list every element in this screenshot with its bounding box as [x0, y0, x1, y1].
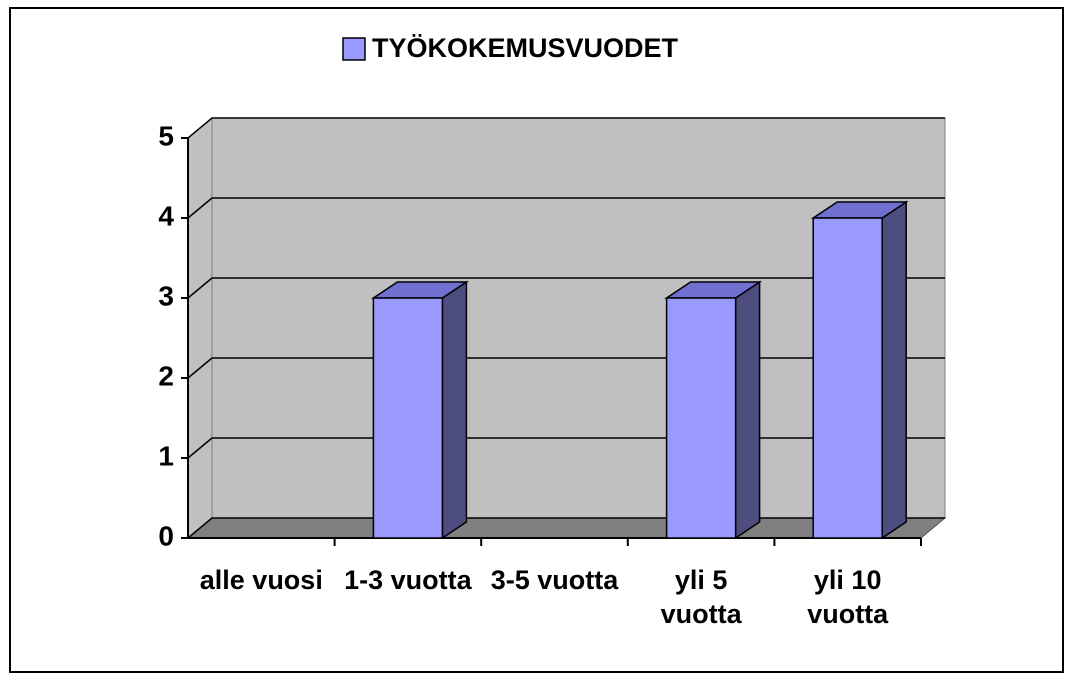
- x-tick-label: yli 10 vuotta: [807, 565, 889, 629]
- bar-front: [372, 297, 444, 539]
- y-tick-label: 5: [158, 120, 174, 151]
- legend-label: TYÖKOKEMUSVUODET: [372, 33, 679, 63]
- bar: [370, 280, 469, 540]
- grid-line: [187, 197, 945, 219]
- bar-side: [734, 280, 761, 540]
- bar-side: [441, 280, 468, 540]
- y-tick-label: 1: [158, 440, 174, 471]
- legend-swatch: [342, 37, 366, 61]
- bar-front: [665, 297, 737, 539]
- x-tick-label: 3-5 vuotta: [490, 565, 619, 595]
- grid-line: [187, 277, 945, 299]
- bar-side: [881, 200, 907, 540]
- y-tick-label: 4: [158, 200, 174, 231]
- y-tick-label: 2: [158, 360, 174, 391]
- x-tick-label: yli 5 vuotta: [660, 565, 742, 629]
- bar-front: [812, 217, 883, 539]
- bar: [810, 200, 909, 540]
- y-tick-label: 3: [158, 280, 174, 311]
- side-wall: [187, 116, 213, 540]
- x-tick-label: alle vuosi: [199, 565, 323, 595]
- y-tick-label: 0: [158, 520, 174, 551]
- grid-line: [187, 117, 945, 139]
- x-tick-label: 1-3 vuotta: [344, 565, 472, 595]
- bar: [664, 280, 763, 540]
